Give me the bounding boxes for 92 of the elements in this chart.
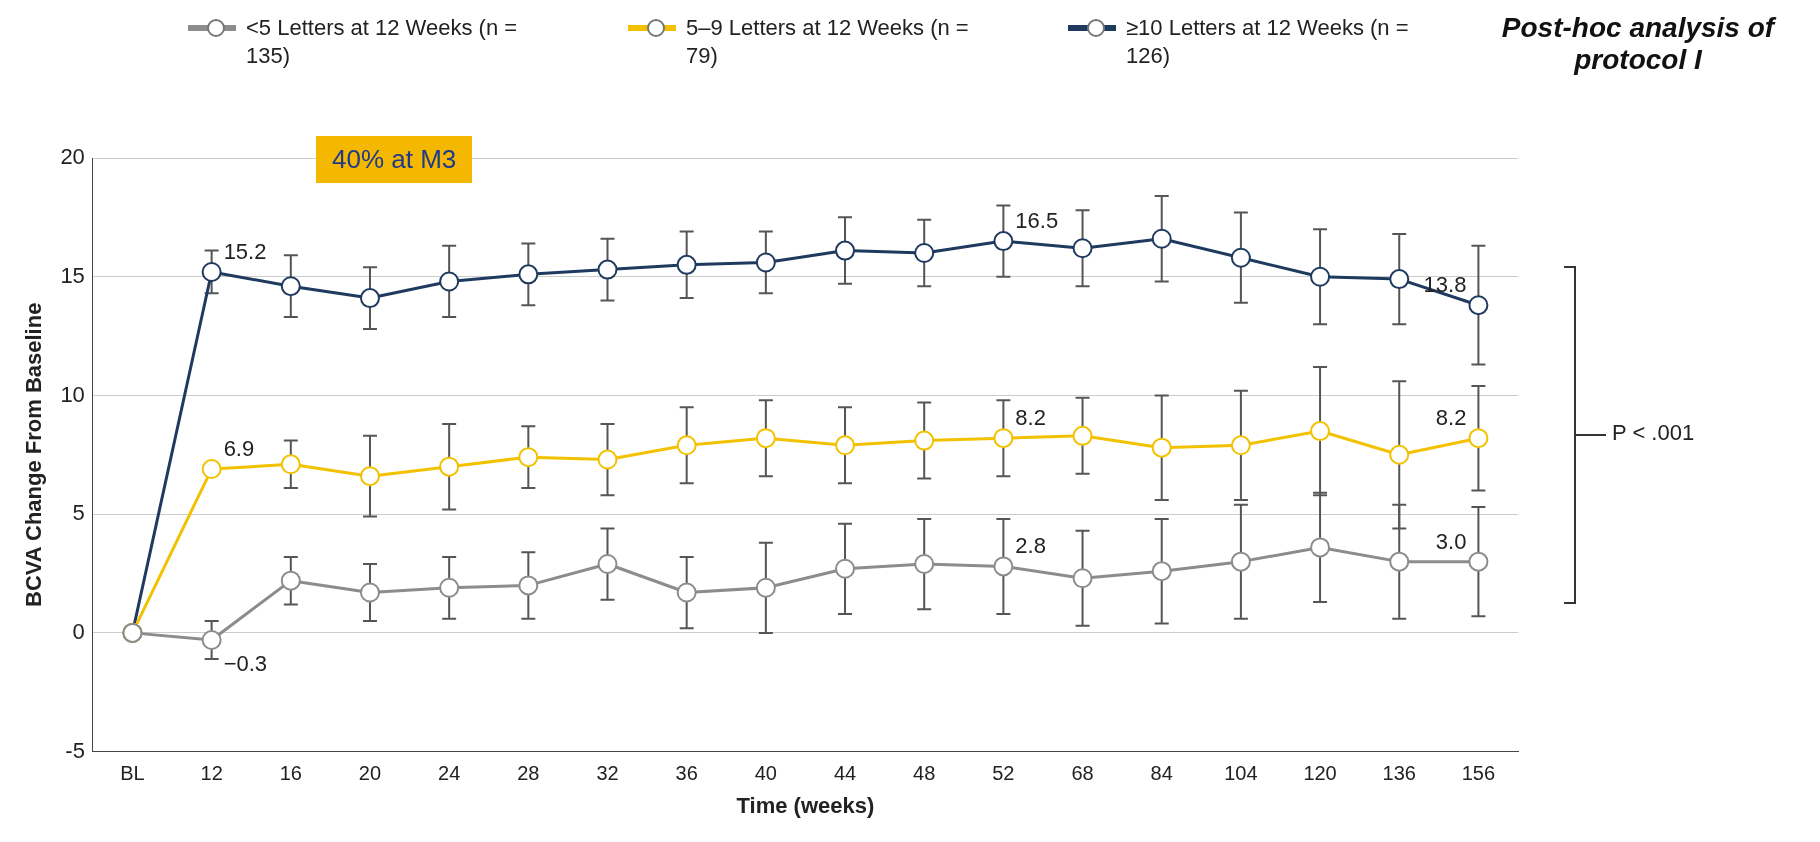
x-tick-label: 40 — [754, 762, 777, 785]
point — [1310, 421, 1331, 442]
point — [1468, 428, 1489, 449]
text: Post-hoc analysis of protocol I — [1500, 12, 1778, 76]
point — [993, 556, 1014, 577]
x-tick-label: 48 — [913, 762, 936, 785]
point — [755, 577, 776, 598]
point — [676, 435, 697, 456]
x-tick-label: 12 — [200, 762, 223, 785]
data-label: 15.2 — [223, 239, 267, 265]
point — [359, 466, 380, 487]
x-tick-label: 28 — [517, 762, 540, 785]
x-tick-label: 32 — [596, 762, 619, 785]
point — [835, 558, 856, 579]
point — [597, 259, 618, 280]
point — [597, 449, 618, 470]
point — [1389, 444, 1410, 465]
point — [835, 435, 856, 456]
data-label: 8.2 — [1015, 405, 1046, 431]
point — [201, 261, 222, 282]
point — [280, 570, 301, 591]
point — [439, 271, 460, 292]
annotation: 40% at M3 — [316, 136, 473, 183]
y-tick-label: 10 — [60, 381, 85, 407]
point — [518, 575, 539, 596]
point — [1072, 425, 1093, 446]
data-label: 16.5 — [1015, 208, 1059, 234]
point — [914, 242, 935, 263]
data-label: −0.3 — [223, 651, 268, 677]
data-label: 8.2 — [1435, 405, 1467, 431]
point — [1151, 437, 1172, 458]
x-tick-label: 84 — [1150, 762, 1173, 785]
legend-label: ≥10 Letters at 12 Weeks (n = 126) — [1126, 14, 1410, 70]
point — [201, 630, 222, 650]
x-tick-label: 68 — [1071, 762, 1094, 785]
x-tick-label: 104 — [1224, 762, 1258, 785]
point — [835, 240, 856, 261]
point — [1389, 551, 1410, 572]
y-tick-label: -5 — [65, 737, 85, 763]
point — [201, 459, 222, 480]
x-tick-label: BL — [120, 762, 145, 785]
x-tick-label: 44 — [833, 762, 857, 785]
x-tick-label: 52 — [992, 762, 1015, 785]
y-axis-title: BCVA Change From Baseline — [21, 302, 47, 607]
point — [359, 288, 380, 309]
text: P < .001 — [1612, 420, 1695, 446]
point — [1468, 295, 1489, 316]
point — [518, 264, 539, 285]
x-tick-label: 24 — [438, 762, 461, 785]
legend-label: <5 Letters at 12 Weeks (n = 135) — [246, 14, 519, 70]
point — [518, 447, 539, 468]
y-tick-label: 15 — [60, 262, 85, 288]
point — [280, 276, 301, 297]
data-label: 3.0 — [1435, 528, 1467, 554]
point — [1230, 551, 1251, 572]
point — [1072, 568, 1093, 589]
point — [1072, 238, 1093, 259]
data-label: 6.9 — [223, 436, 255, 462]
point — [676, 254, 697, 275]
x-axis-title: Time (weeks) — [736, 792, 875, 818]
data-label: 2.8 — [1015, 533, 1046, 559]
point — [597, 554, 618, 575]
point — [1468, 551, 1489, 572]
point — [914, 430, 935, 451]
x-tick-label: 156 — [1461, 762, 1496, 785]
point — [755, 428, 776, 449]
y-tick-label: 20 — [60, 144, 85, 170]
point — [439, 456, 460, 477]
x-tick-label: 120 — [1303, 762, 1337, 785]
y-tick-label: 0 — [72, 618, 85, 644]
x-tick-label: 136 — [1382, 762, 1416, 785]
point — [1230, 435, 1251, 456]
point — [280, 454, 301, 475]
point — [755, 252, 776, 273]
x-tick-label: 36 — [675, 762, 698, 785]
data-label: 13.8 — [1423, 272, 1467, 298]
x-tick-label: 20 — [358, 762, 382, 785]
point — [1310, 537, 1331, 558]
y-tick-label: 5 — [72, 500, 85, 526]
point — [993, 231, 1014, 252]
legend-label: 5–9 Letters at 12 Weeks (n = 79) — [686, 14, 970, 70]
point — [1389, 269, 1410, 290]
point — [1151, 561, 1172, 582]
point — [1230, 247, 1251, 268]
point — [676, 582, 697, 603]
point — [439, 577, 460, 598]
point — [914, 554, 935, 575]
point — [1151, 228, 1172, 249]
x-tick-label: 16 — [279, 762, 302, 785]
point — [359, 582, 380, 603]
point — [993, 428, 1014, 449]
point — [1310, 266, 1331, 287]
